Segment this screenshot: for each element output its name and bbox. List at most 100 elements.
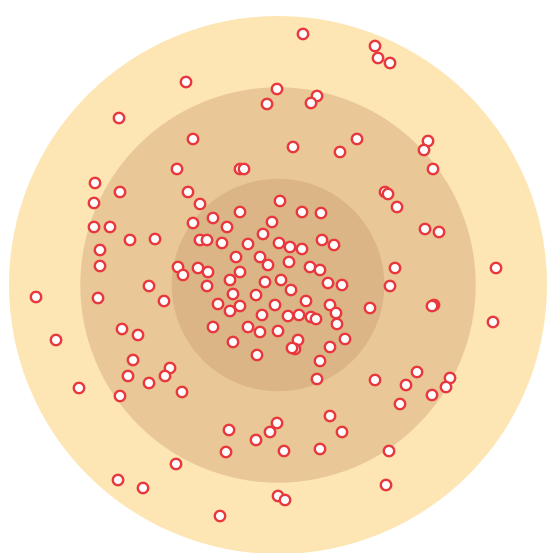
point-marker [177,387,187,397]
point-marker [252,350,262,360]
point-marker [385,281,395,291]
point-marker [203,267,213,277]
point-marker [317,235,327,245]
point-marker [335,147,345,157]
point-marker [202,281,212,291]
point-marker [395,399,405,409]
point-marker [401,380,411,390]
point-marker [95,261,105,271]
point-marker [90,178,100,188]
point-marker [279,446,289,456]
point-marker [235,301,245,311]
point-marker [113,475,123,485]
point-marker [294,310,304,320]
point-marker [188,134,198,144]
point-marker [235,207,245,217]
point-marker [383,189,393,199]
point-marker [225,306,235,316]
point-marker [323,278,333,288]
point-marker [172,164,182,174]
point-marker [283,311,293,321]
point-marker [138,483,148,493]
point-marker [228,289,238,299]
point-marker [337,427,347,437]
point-marker [315,444,325,454]
point-marker [257,310,267,320]
point-marker [420,224,430,234]
point-marker [428,164,438,174]
point-marker [150,234,160,244]
point-marker [286,285,296,295]
point-marker [263,260,273,270]
point-marker [412,367,422,377]
point-marker [125,235,135,245]
point-marker [370,41,380,51]
point-marker [74,383,84,393]
point-marker [243,239,253,249]
point-marker [31,292,41,302]
point-marker [285,242,295,252]
point-marker [217,238,227,248]
point-marker [202,235,212,245]
point-marker [331,308,341,318]
point-marker [159,296,169,306]
point-marker [208,213,218,223]
point-marker [114,113,124,123]
point-marker [95,245,105,255]
point-marker [89,198,99,208]
point-marker [144,378,154,388]
point-marker [274,238,284,248]
point-marker [258,229,268,239]
point-marker [93,293,103,303]
point-marker [311,314,321,324]
point-marker [329,240,339,250]
point-marker [221,447,231,457]
point-marker [183,187,193,197]
point-marker [228,337,238,347]
point-marker [275,196,285,206]
point-marker [270,300,280,310]
point-marker [243,322,253,332]
point-marker [365,303,375,313]
point-marker [178,270,188,280]
point-marker [115,187,125,197]
point-marker [392,202,402,212]
point-marker [188,218,198,228]
point-marker [255,327,265,337]
point-marker [370,375,380,385]
point-marker [390,263,400,273]
point-marker [384,446,394,456]
point-marker [488,317,498,327]
point-marker [373,53,383,63]
point-marker [385,58,395,68]
point-marker [332,319,342,329]
point-marker [267,217,277,227]
point-marker [225,275,235,285]
point-marker [222,222,232,232]
point-marker [301,296,311,306]
point-marker [441,382,451,392]
point-marker [352,134,362,144]
point-marker [224,425,234,435]
point-marker [298,29,308,39]
point-marker [239,164,249,174]
point-marker [117,324,127,334]
point-marker [181,77,191,87]
point-marker [133,330,143,340]
point-marker [340,334,350,344]
point-marker [144,281,154,291]
point-marker [280,495,290,505]
point-marker [235,267,245,277]
point-marker [273,326,283,336]
point-marker [51,335,61,345]
point-marker [123,371,133,381]
point-marker [325,411,335,421]
point-marker [213,299,223,309]
point-marker [215,511,225,521]
point-marker [128,355,138,365]
point-marker [316,208,326,218]
point-marker [427,301,437,311]
point-marker [262,99,272,109]
point-marker [288,142,298,152]
